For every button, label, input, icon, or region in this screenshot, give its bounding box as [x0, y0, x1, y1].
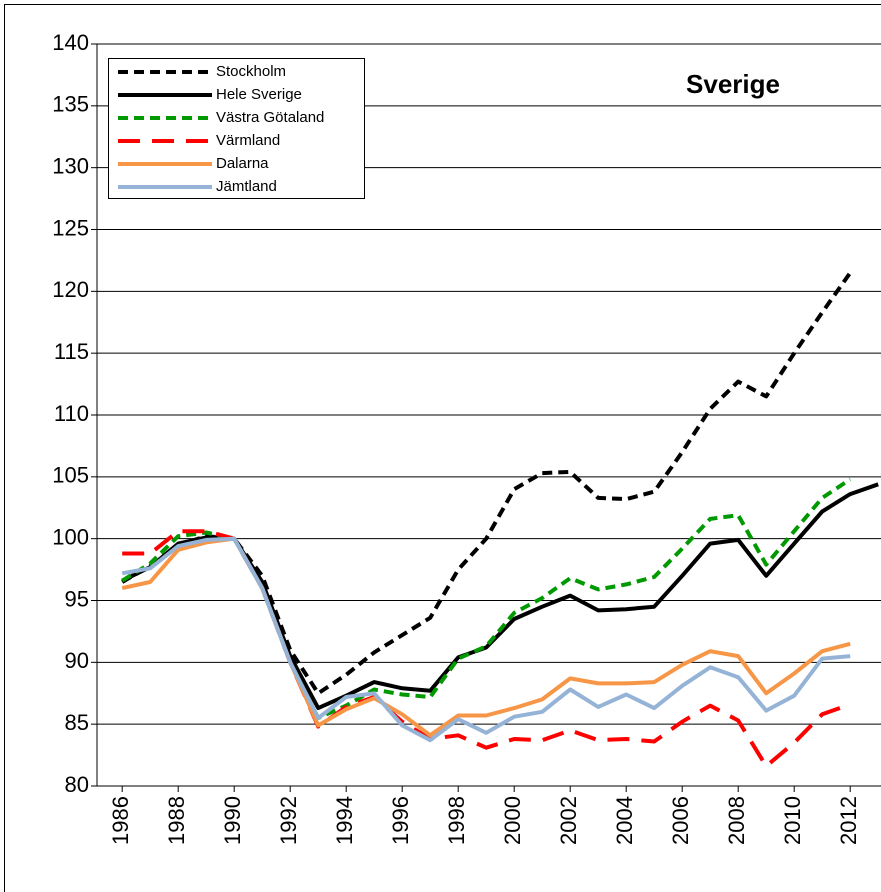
legend-box [108, 58, 365, 199]
x-tick-label: 1988 [164, 796, 189, 845]
series-line [121, 536, 851, 738]
legend-label: Hele Sverige [216, 86, 302, 103]
y-tick-label: 85 [65, 710, 89, 735]
series-line [121, 482, 879, 711]
series-line [121, 271, 852, 696]
y-tick-label: 105 [52, 463, 89, 488]
chart-frame [4, 4, 881, 892]
x-tick-label: 1996 [388, 796, 413, 845]
y-tick-label: 110 [54, 401, 89, 426]
legend-label: Västra Götaland [216, 109, 324, 126]
x-tick-label: 2002 [556, 796, 581, 845]
x-tick-label: 2008 [724, 796, 749, 845]
legend-label: Värmland [216, 132, 280, 149]
x-tick-label: 1994 [332, 796, 357, 845]
x-tick-label: 1986 [108, 796, 133, 845]
x-tick-label: 2010 [780, 796, 805, 845]
y-tick-label: 115 [54, 339, 89, 364]
x-tick-label: 2004 [612, 796, 637, 845]
y-tick-label: 130 [52, 153, 89, 178]
y-tick-label: 90 [65, 648, 89, 673]
x-tick-label: 1992 [276, 796, 301, 845]
x-tick-label: 1990 [220, 796, 245, 845]
y-tick-label: 140 [52, 30, 89, 55]
x-tick-label: 2000 [500, 796, 525, 845]
legend-label: Dalarna [216, 155, 269, 172]
chart-title: Sverige [686, 69, 780, 99]
y-tick-label: 135 [52, 92, 89, 117]
x-tick-label: 2006 [668, 796, 693, 845]
y-tick-label: 120 [52, 277, 89, 302]
legend-label: Stockholm [216, 63, 286, 80]
y-tick-label: 80 [65, 772, 89, 797]
y-tick-label: 100 [52, 524, 89, 549]
legend-label: Jämtland [216, 178, 277, 195]
series-line [121, 536, 851, 743]
y-tick-label: 95 [65, 586, 89, 611]
x-tick-label: 1998 [444, 796, 469, 845]
x-tick-label: 2012 [836, 796, 861, 845]
y-tick-label: 125 [52, 215, 89, 240]
